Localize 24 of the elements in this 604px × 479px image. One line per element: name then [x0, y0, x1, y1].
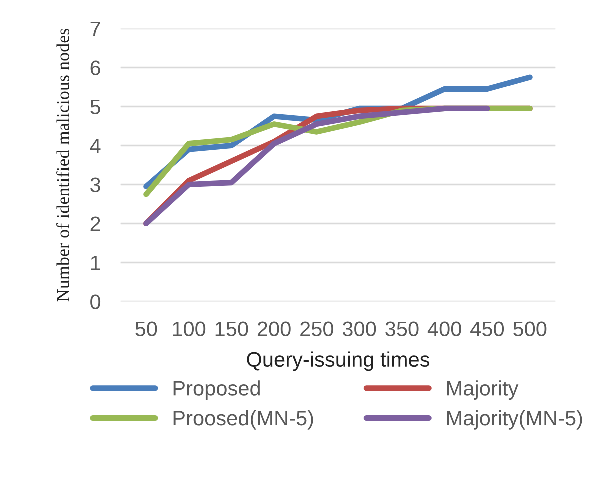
- legend-label: Proosed(MN-5): [174, 410, 314, 430]
- x-tick-label: 50: [136, 322, 158, 337]
- x-tick-label: 100: [173, 322, 206, 337]
- y-tick-label: 7: [90, 22, 100, 36]
- y-tick-label: 4: [90, 138, 101, 154]
- y-tick-label: 1: [91, 256, 100, 270]
- x-tick-label: 200: [258, 322, 291, 337]
- x-tick-label: 350: [386, 322, 419, 337]
- x-tick-label: 150: [216, 322, 248, 337]
- x-tick-label: 400: [428, 322, 462, 337]
- y-tick-label: 3: [90, 178, 100, 193]
- x-axis-title: Query-issuing times: [247, 352, 430, 372]
- x-tick-label: 500: [514, 322, 547, 337]
- legend-label: Majority: [447, 380, 519, 400]
- y-tick-label: 0: [90, 294, 101, 310]
- legend-label: Majority(MN-5): [447, 410, 582, 430]
- legend-label: Proposed: [174, 380, 260, 400]
- x-tick-label: 250: [300, 322, 334, 337]
- x-tick-label: 300: [342, 322, 376, 337]
- y-tick-label: 5: [90, 100, 100, 114]
- x-tick-label: 450: [470, 322, 504, 337]
- y-tick-label: 6: [90, 60, 100, 76]
- y-tick-label: 2: [90, 216, 100, 232]
- y-axis-title: Number of identified malicious nodes: [56, 29, 70, 302]
